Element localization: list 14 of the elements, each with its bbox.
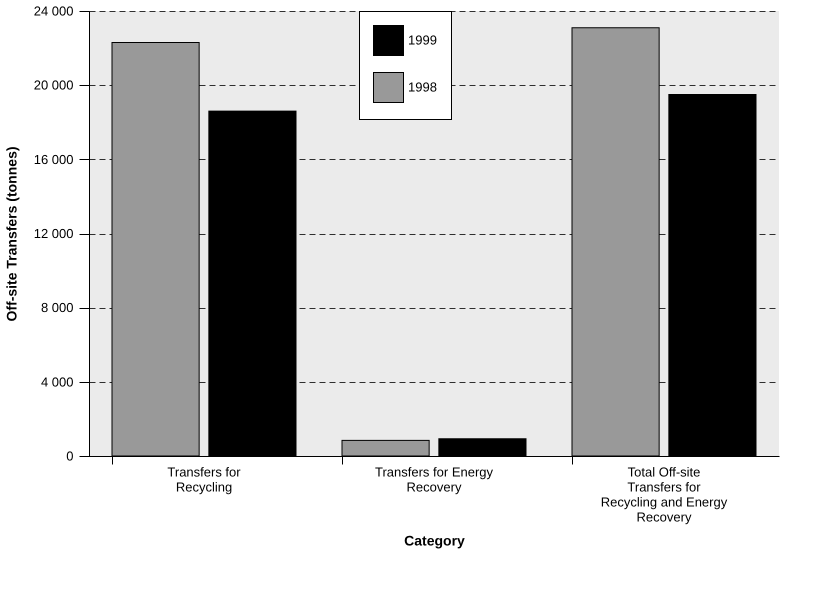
y-tick-label: 0 bbox=[66, 448, 74, 464]
x-axis-title: Category bbox=[404, 532, 466, 548]
x-tick-label: Total Off-site Transfers for Recycling and Energy Recovery bbox=[600, 464, 728, 524]
y-tick-label: 24 000 bbox=[34, 4, 74, 18]
y-tick-label: 20 000 bbox=[34, 78, 74, 93]
y-tick-label: 12 000 bbox=[34, 226, 74, 241]
x-tick-label: Transfers for Energy Recovery bbox=[374, 464, 494, 494]
legend-label: 1999 bbox=[408, 32, 437, 48]
legend-label: 1998 bbox=[408, 80, 437, 94]
y-tick-label: 8 000 bbox=[40, 300, 74, 316]
y-axis-title: Off-site Transfers (tonnes) bbox=[4, 146, 20, 322]
y-tick-label: 4 000 bbox=[40, 374, 74, 390]
x-tick-label: Transfers for Recycling bbox=[167, 464, 242, 494]
y-tick-label: 16 000 bbox=[34, 152, 74, 167]
